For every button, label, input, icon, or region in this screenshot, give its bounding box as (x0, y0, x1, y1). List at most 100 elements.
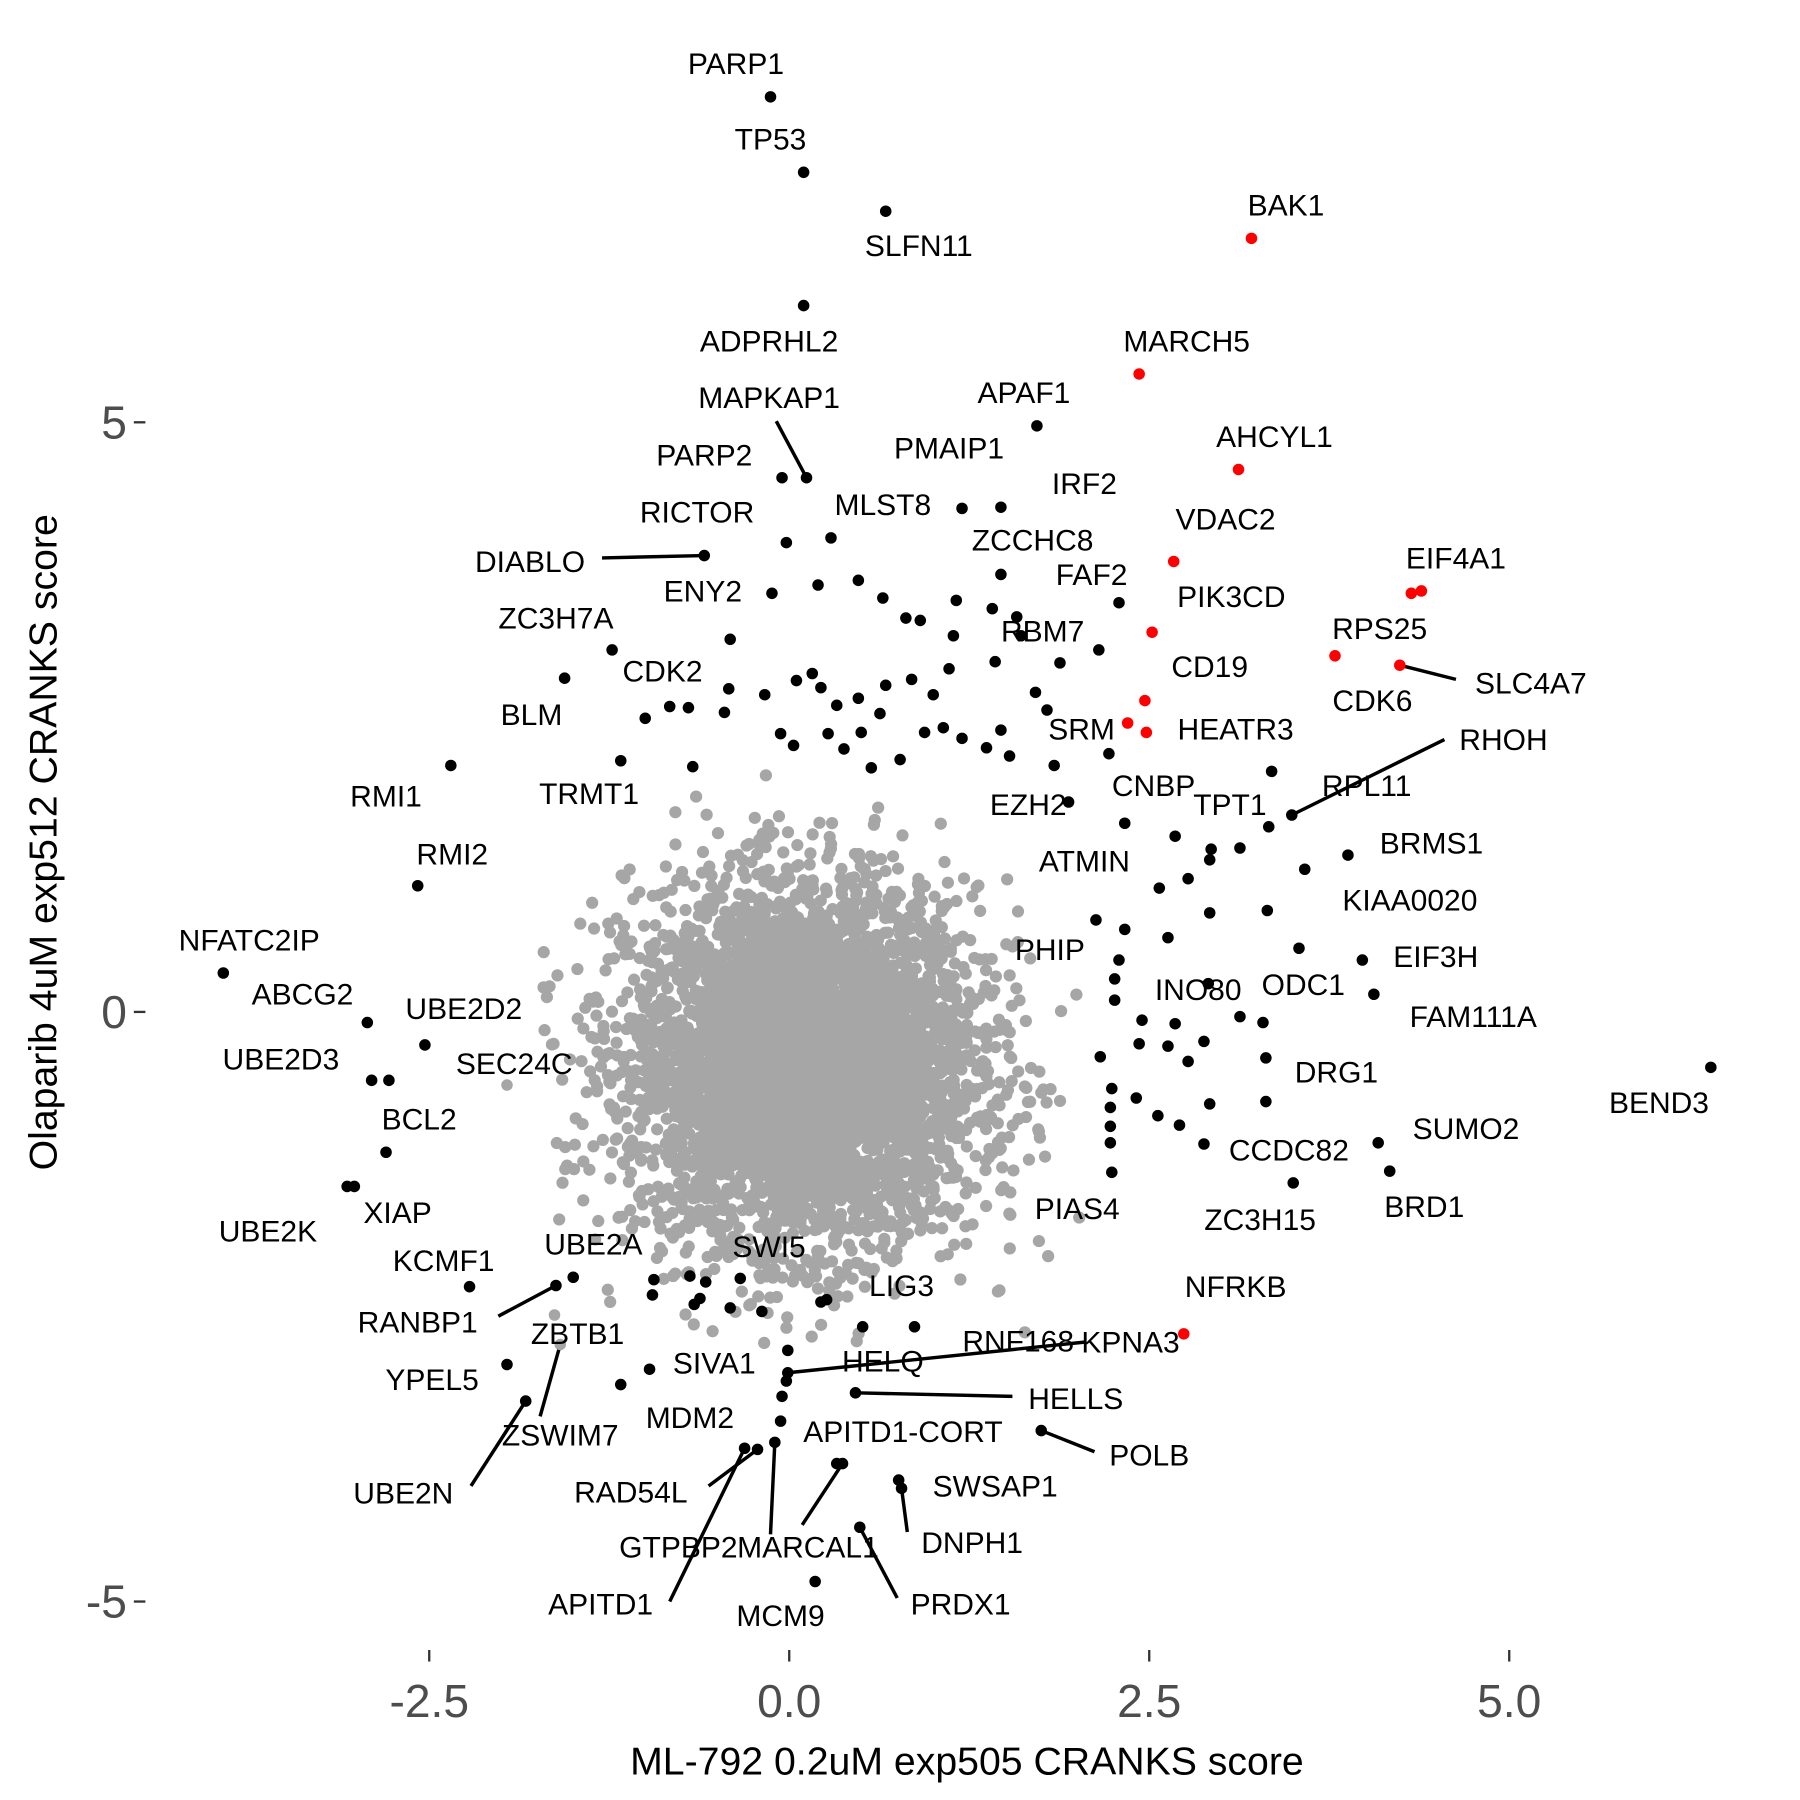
background-point (649, 1143, 663, 1156)
background-point (884, 938, 898, 951)
background-point (843, 1064, 857, 1077)
background-point (1006, 940, 1019, 953)
background-point (738, 921, 751, 934)
background-point (678, 935, 691, 948)
background-point (970, 880, 983, 894)
background-point (1024, 952, 1037, 965)
background-point (833, 1164, 846, 1177)
background-point (1040, 1096, 1053, 1109)
background-point (988, 1025, 1001, 1038)
background-point (636, 1038, 649, 1052)
background-point (1070, 988, 1083, 1001)
background-point (910, 1097, 923, 1110)
background-point (794, 1022, 808, 1035)
leader-line-polb (1040, 1428, 1096, 1454)
background-point (790, 1245, 803, 1259)
background-point (756, 1060, 769, 1073)
background-point (687, 1318, 700, 1331)
background-point (679, 903, 692, 917)
background-point (976, 1060, 989, 1074)
background-point (657, 1272, 670, 1285)
background-point (944, 942, 957, 955)
background-point (1006, 1119, 1019, 1132)
background-point (891, 862, 905, 875)
background-point (604, 1295, 617, 1309)
background-point (825, 817, 839, 830)
background-point (770, 1067, 783, 1080)
background-point (770, 978, 783, 991)
background-point (801, 1125, 814, 1138)
background-point (954, 1124, 967, 1138)
background-point (757, 1243, 770, 1256)
background-point (892, 915, 906, 928)
background-point (908, 949, 921, 963)
background-point (926, 989, 940, 1002)
background-point (782, 1067, 796, 1080)
background-point (615, 995, 629, 1008)
background-point (905, 1022, 918, 1035)
background-point (777, 963, 790, 976)
background-point (666, 1190, 679, 1204)
background-point (829, 1076, 843, 1089)
background-point (834, 1207, 847, 1221)
background-point (1003, 1026, 1016, 1039)
background-point (979, 1199, 993, 1213)
leader-line-marcal1 (800, 1462, 844, 1526)
background-point (942, 1053, 955, 1066)
background-point (722, 1236, 735, 1249)
background-point (959, 967, 972, 980)
background-point (772, 810, 786, 823)
background-point (594, 1060, 608, 1073)
background-point (819, 975, 833, 988)
background-point (559, 1163, 572, 1176)
background-point (856, 1195, 869, 1209)
background-point (900, 1160, 914, 1173)
background-point (679, 949, 692, 962)
background-point (810, 1129, 824, 1143)
background-point (711, 1055, 724, 1068)
background-point (876, 1075, 889, 1088)
background-point (780, 862, 793, 875)
background-point (666, 1206, 679, 1220)
background-point (726, 1093, 739, 1106)
background-point (960, 1035, 973, 1049)
background-point (701, 893, 714, 906)
background-point (878, 993, 891, 1006)
background-point (927, 1183, 940, 1196)
background-point (781, 1311, 794, 1324)
background-point (872, 801, 885, 814)
background-point (822, 954, 835, 967)
background-point (617, 919, 631, 933)
background-point (892, 1201, 906, 1214)
background-point (810, 1010, 823, 1024)
background-point (663, 1057, 676, 1070)
background-point (823, 1047, 836, 1060)
background-point (852, 847, 866, 861)
background-point (643, 954, 657, 967)
background-point (782, 1033, 795, 1046)
background-point (866, 1175, 879, 1188)
background-point (841, 1107, 854, 1120)
background-point (979, 1122, 993, 1136)
background-point (853, 1088, 867, 1101)
background-point (693, 947, 707, 960)
background-point (1042, 1250, 1055, 1263)
background-point (854, 1071, 867, 1084)
background-point (638, 1064, 651, 1077)
background-point (624, 1204, 637, 1217)
background-point (730, 1051, 743, 1064)
background-point (910, 1130, 923, 1143)
background-point (857, 1016, 871, 1029)
background-point (807, 1102, 820, 1116)
background-point (683, 1221, 696, 1235)
background-point (790, 860, 803, 873)
background-point (764, 1291, 777, 1304)
background-point (752, 1290, 765, 1303)
background-point (679, 1308, 692, 1321)
background-point (992, 1013, 1006, 1026)
background-point (777, 1043, 790, 1056)
background-point (814, 1318, 828, 1331)
background-point (892, 1177, 906, 1190)
background-point (604, 1172, 617, 1185)
